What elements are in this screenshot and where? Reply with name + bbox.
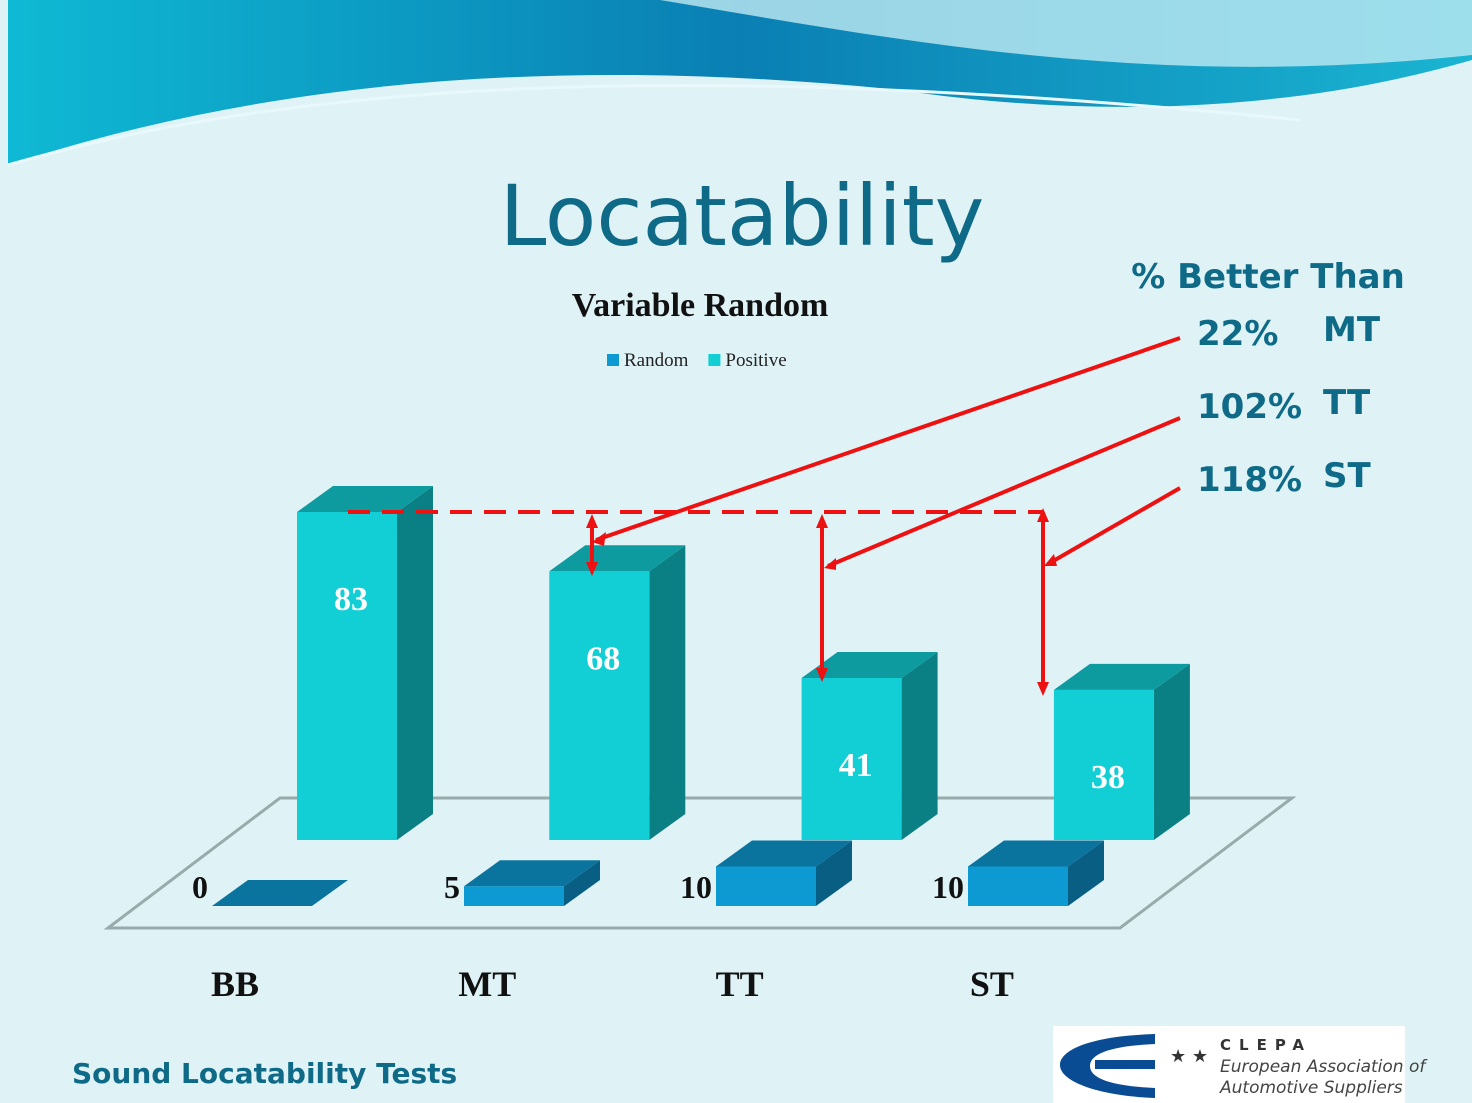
bar: [297, 486, 433, 840]
bar-side: [397, 486, 433, 840]
value-label: 38: [1091, 759, 1125, 796]
legend-swatch: [708, 354, 720, 366]
annotation-label: TT: [1323, 383, 1371, 423]
footer: Sound Locatability Tests: [72, 1057, 457, 1090]
value-label: 5: [444, 869, 460, 905]
value-label: 0: [192, 869, 208, 905]
logo: ★ ★ CLEPA European Association of Automo…: [1053, 1026, 1428, 1103]
bar-side: [902, 652, 938, 840]
slide: Locatability Variable Random 83 68 41 38 0 5 1…: [0, 0, 1472, 1103]
value-label: 68: [586, 640, 620, 677]
logo-bar: [1095, 1060, 1155, 1069]
value-label: 83: [334, 581, 368, 618]
bar-front: [464, 886, 564, 906]
bar-front: [968, 866, 1068, 906]
x-tick-label: MT: [458, 964, 516, 1004]
annotation-value: 102%: [1197, 387, 1302, 427]
bar-front: [549, 571, 649, 840]
value-label: 41: [839, 747, 873, 784]
logo-line: European Association of: [1220, 1057, 1428, 1077]
annotation-header: % Better Than: [1131, 257, 1405, 297]
annotation-value: 118%: [1197, 460, 1302, 500]
bar: [1054, 664, 1190, 840]
annotation-label: ST: [1323, 456, 1371, 496]
value-label: 10: [680, 869, 712, 905]
slide-title: Locatability: [500, 167, 985, 265]
legend-swatch: [607, 354, 619, 366]
bar: [549, 545, 685, 840]
logo-name: CLEPA: [1220, 1036, 1312, 1054]
legend-label: Random: [624, 350, 689, 371]
bar-side: [1154, 664, 1190, 840]
bar-side: [649, 545, 685, 840]
page: Locatability Variable Random 83 68 41 38 0 5 1…: [0, 0, 1472, 1103]
x-tick-label: BB: [211, 964, 259, 1004]
x-tick-label: TT: [716, 964, 764, 1004]
logo-line: Automotive Suppliers: [1219, 1078, 1403, 1098]
background: [0, 0, 1472, 1103]
bar-front: [716, 866, 816, 906]
bar-front: [297, 512, 397, 840]
annotation-value: 22%: [1197, 314, 1278, 354]
legend-label: Positive: [725, 350, 786, 371]
logo-star: ★ ★: [1170, 1046, 1208, 1067]
annotation-label: MT: [1323, 310, 1381, 350]
x-tick-label: ST: [970, 964, 1014, 1004]
value-label: 10: [932, 869, 964, 905]
chart-title: Variable Random: [572, 287, 829, 324]
